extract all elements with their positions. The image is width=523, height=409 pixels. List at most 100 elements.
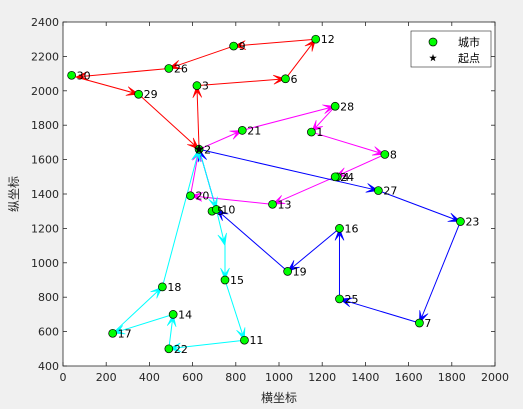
x-tick-label: 1600 (395, 371, 423, 384)
route-segment (189, 149, 200, 196)
route-segment (216, 209, 288, 272)
city-label-26: 26 (174, 62, 188, 75)
city-label-20: 20 (195, 190, 209, 203)
city-marker-7 (415, 318, 424, 328)
city-label-15: 15 (230, 274, 244, 287)
route-segment (75, 76, 139, 95)
city-label-2: 2 (204, 143, 211, 156)
x-axis-ticks: 0 200 400 600 800 1000 1200 1400 1600 1800 2000 (60, 22, 509, 384)
route-segment (334, 153, 386, 178)
city-marker-12 (311, 34, 321, 44)
city-label-30: 30 (77, 69, 91, 82)
legend: 城市 起点 (410, 30, 492, 68)
route-segment (378, 190, 461, 222)
route-segment (287, 228, 340, 272)
city-label-18: 18 (167, 281, 181, 294)
city-marker-17 (108, 328, 118, 338)
route-arrowhead (192, 84, 203, 98)
route-segment (311, 131, 385, 155)
x-tick-label: 0 (60, 371, 67, 384)
city-label-5: 5 (217, 205, 224, 218)
city-marker-20 (186, 191, 195, 201)
route-segment (285, 38, 317, 80)
city-marker-29 (134, 89, 143, 99)
city-label-14: 14 (178, 308, 192, 321)
x-tick-label: 200 (96, 371, 117, 384)
route-segment (138, 93, 200, 150)
route-segment (75, 67, 169, 78)
city-marker-3 (192, 81, 202, 90)
x-axis-label: 横坐标 (261, 391, 297, 405)
route-arrowhead (189, 192, 203, 202)
route-segment (196, 78, 286, 87)
route-arrowhead (334, 227, 345, 241)
x-tick-label: 400 (139, 371, 160, 384)
city-label-16: 16 (344, 222, 358, 235)
city-marker-27 (374, 186, 383, 195)
y-tick-label: 2000 (31, 85, 59, 98)
route-arrowhead (220, 267, 230, 281)
city-marker-6 (281, 74, 290, 84)
city-marker-19 (283, 267, 292, 276)
x-tick-label: 2000 (481, 371, 509, 384)
city-label-3: 3 (202, 80, 209, 93)
y-tick-label: 2200 (31, 50, 59, 63)
route-segment (242, 105, 336, 131)
x-tick-label: 1200 (308, 371, 336, 384)
city-marker-15 (220, 275, 230, 285)
route-segment (198, 129, 243, 150)
city-label-22: 22 (174, 343, 188, 356)
route-arrowhead (232, 40, 247, 50)
city-label-17: 17 (118, 327, 132, 340)
city-label-23: 23 (465, 216, 479, 229)
route-segment (168, 339, 245, 350)
city-label-27: 27 (383, 185, 397, 198)
route-segment (196, 85, 200, 150)
route-arrowhead (167, 342, 182, 353)
y-tick-label: 800 (38, 291, 59, 304)
city-label-29: 29 (144, 88, 158, 101)
route-segment (112, 286, 163, 334)
city-label-9: 9 (239, 40, 246, 53)
route-segment (190, 195, 273, 205)
city-marker-9 (229, 41, 238, 51)
y-tick-label: 400 (38, 360, 59, 373)
city-label-21: 21 (247, 124, 261, 137)
city-marker-26 (164, 64, 174, 73)
x-tick-label: 600 (182, 371, 203, 384)
route-segment (224, 279, 245, 341)
city-marker-8 (380, 150, 390, 159)
city-marker-1 (307, 127, 316, 137)
y-axis-ticks: 400 600 800 1000 1200 1400 1600 1800 2000 2200 240… (31, 16, 495, 373)
city-marker-30 (67, 70, 76, 80)
city-label-7: 7 (424, 317, 431, 330)
route-arrowhead (217, 232, 227, 247)
legend-city-label: 城市 (458, 35, 480, 49)
plot-area (63, 22, 495, 366)
city-marker-18 (158, 282, 167, 292)
city-labels-layer: 1234567891011121314151617181920212223242… (77, 33, 480, 356)
x-tick-label: 800 (225, 371, 246, 384)
route-arrowhead (273, 74, 287, 85)
y-tick-label: 2400 (31, 16, 59, 29)
city-marker-24 (330, 172, 340, 182)
legend-box (410, 30, 492, 68)
city-label-10: 10 (221, 203, 235, 216)
city-marker-14 (168, 310, 178, 319)
route-segment (418, 221, 461, 324)
route-segment (233, 38, 316, 47)
y-tick-label: 1400 (31, 188, 59, 201)
y-tick-label: 1000 (31, 257, 59, 270)
route-segment (272, 176, 336, 205)
city-label-13: 13 (278, 198, 292, 211)
city-marker-11 (240, 335, 249, 345)
legend-start-label: 起点 (458, 52, 480, 65)
markers-layer (67, 34, 465, 354)
route-segment (198, 148, 379, 192)
y-tick-label: 600 (38, 326, 59, 339)
y-tick-label: 1800 (31, 119, 59, 132)
city-marker-25 (335, 294, 344, 304)
city-marker-10 (212, 205, 221, 214)
city-marker-21 (237, 126, 247, 135)
